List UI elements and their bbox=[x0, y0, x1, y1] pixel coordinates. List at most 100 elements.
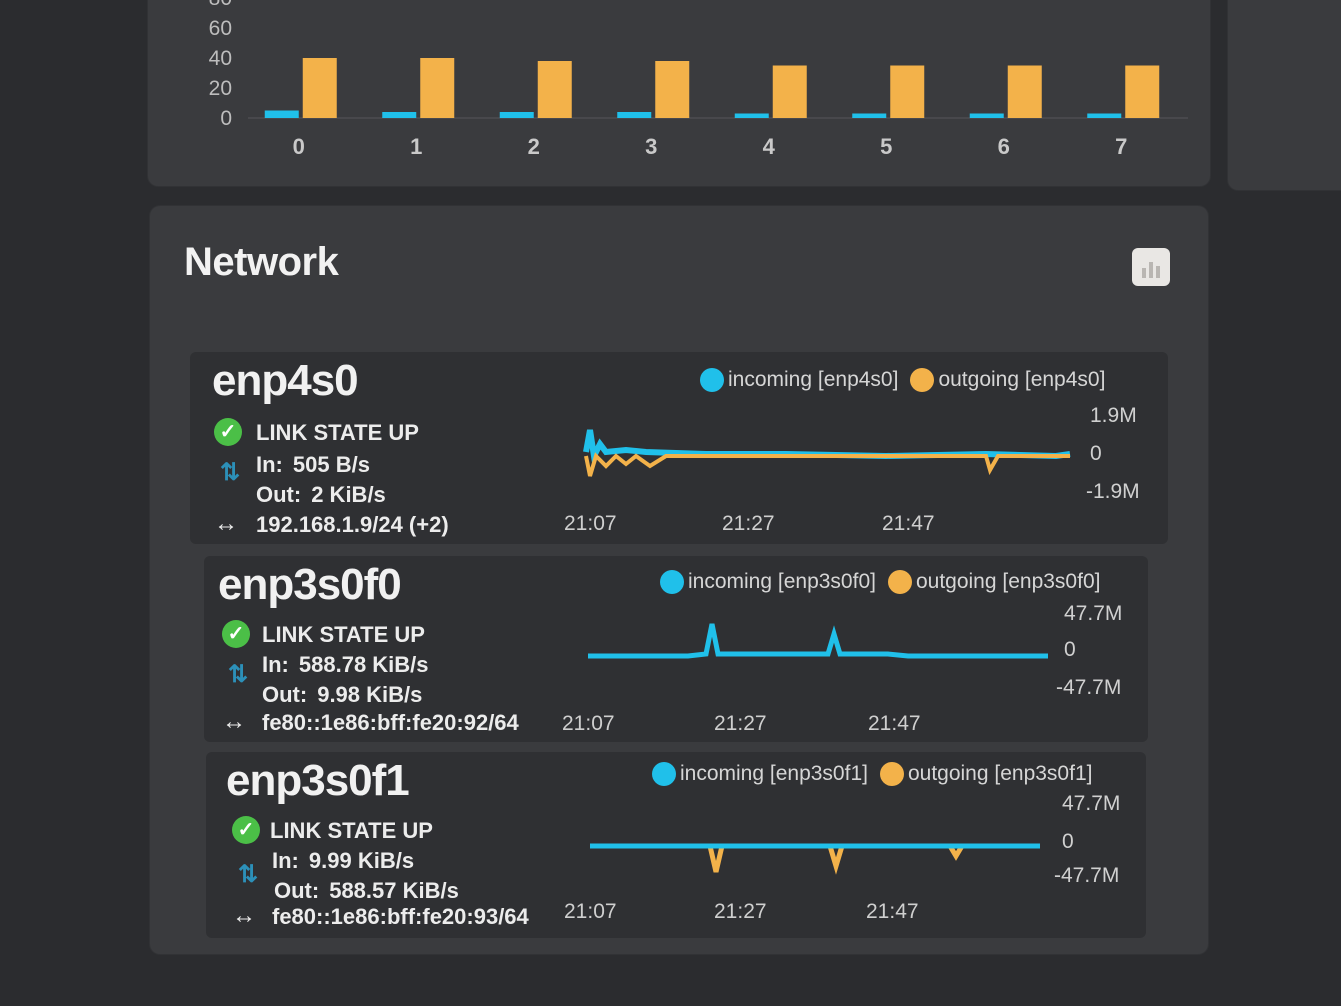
ip-address: 192.168.1.9/24 (+2) bbox=[256, 512, 449, 537]
traffic-sparkline bbox=[588, 623, 1048, 659]
chart-legend[interactable]: incoming [enp3s0f1] outgoing [enp3s0f1] bbox=[640, 762, 1092, 786]
legend-incoming: incoming [enp3s0f1] bbox=[680, 762, 868, 785]
link-state: LINK STATE UP bbox=[270, 818, 433, 843]
interface-name: enp4s0 bbox=[212, 356, 359, 405]
bar-outgoing bbox=[890, 65, 925, 118]
traffic-arrows-icon: ⇅ bbox=[238, 861, 259, 888]
y-tick-label: 40 bbox=[209, 47, 232, 70]
cpu-bar-chart: 0 20 40 60 80 0 1 2 3 4 5 6 7 bbox=[209, 0, 1188, 159]
adjacent-panel bbox=[1228, 0, 1341, 190]
traffic-sparkline bbox=[590, 843, 1040, 875]
traffic-sparkline bbox=[583, 429, 1071, 477]
link-ok-icon: ✓ bbox=[222, 620, 250, 648]
link-ok-icon: ✓ bbox=[232, 816, 260, 844]
x-tick-label: 5 bbox=[880, 134, 892, 159]
time-label: 21:47 bbox=[866, 900, 919, 923]
outgoing-line bbox=[584, 452, 1070, 477]
bar-incoming bbox=[969, 113, 1004, 118]
y-axis-zero: 0 bbox=[1062, 830, 1074, 853]
bar-incoming bbox=[852, 113, 887, 118]
outgoing-line bbox=[590, 843, 1040, 875]
interface-card-enp4s0: enp4s0 ✓ LINK STATE UP ⇅ In: 505 B/s Out:… bbox=[190, 352, 1168, 544]
time-label: 21:07 bbox=[564, 900, 617, 923]
y-axis-zero: 0 bbox=[1064, 638, 1076, 661]
y-axis-max: 47.7M bbox=[1062, 792, 1121, 815]
x-tick-label: 4 bbox=[763, 134, 776, 159]
y-axis-zero: 0 bbox=[1090, 442, 1102, 465]
ip-address: fe80::1e86:bff:fe20:92/64 bbox=[262, 710, 519, 735]
y-tick-label: 80 bbox=[209, 0, 232, 10]
time-label: 21:27 bbox=[722, 512, 775, 535]
traffic-arrows-icon: ⇅ bbox=[220, 459, 241, 486]
legend-outgoing: outgoing [enp3s0f0] bbox=[915, 570, 1101, 593]
outgoing-dot-icon bbox=[887, 570, 912, 594]
y-tick-label: 0 bbox=[220, 107, 232, 130]
outgoing-rate: Out: 588.57 KiB/s bbox=[274, 878, 459, 903]
network-panel: Network enp4s0 ✓ LINK STATE UP ⇅ In: 505 … bbox=[150, 206, 1208, 954]
cpu-panel: 0 20 40 60 80 0 1 2 3 4 5 6 7 bbox=[148, 0, 1210, 186]
legend-incoming: incoming [enp4s0] bbox=[728, 368, 899, 391]
traffic-arrows-icon: ⇅ bbox=[228, 661, 249, 688]
time-label: 21:07 bbox=[562, 712, 615, 735]
y-tick-label: 60 bbox=[209, 17, 232, 40]
outgoing-dot-icon bbox=[910, 368, 935, 392]
ip-address: fe80::1e86:bff:fe20:93/64 bbox=[272, 904, 529, 929]
link-ok-icon: ✓ bbox=[214, 418, 242, 446]
y-axis-max: 1.9M bbox=[1090, 404, 1137, 427]
incoming-dot-icon bbox=[660, 570, 684, 594]
incoming-rate: In: 505 B/s bbox=[256, 452, 370, 477]
address-arrows-icon: ↔ bbox=[214, 510, 238, 537]
incoming-rate: In: 9.99 KiB/s bbox=[272, 848, 415, 873]
interface-card-enp3s0f1: enp3s0f1 ✓ LINK STATE UP ⇅ In: 9.99 KiB/s… bbox=[206, 752, 1146, 938]
chart-legend[interactable]: incoming [enp3s0f0] outgoing [enp3s0f0] bbox=[648, 570, 1100, 594]
interface-name: enp3s0f1 bbox=[226, 756, 410, 805]
x-tick-label: 2 bbox=[528, 134, 540, 159]
bar-incoming bbox=[264, 110, 299, 118]
x-tick-label: 3 bbox=[645, 134, 657, 159]
bar-outgoing bbox=[1007, 65, 1042, 118]
incoming-line bbox=[583, 429, 1071, 466]
bar-chart-icon[interactable] bbox=[1132, 248, 1170, 286]
y-tick-label: 20 bbox=[209, 77, 232, 100]
x-tick-label: 1 bbox=[410, 134, 422, 159]
bar-incoming bbox=[499, 112, 534, 118]
x-tick-label: 7 bbox=[1115, 134, 1127, 159]
incoming-dot-icon bbox=[652, 762, 676, 786]
chart-legend[interactable]: incoming [enp4s0] outgoing [enp4s0] bbox=[688, 368, 1105, 392]
bar-outgoing bbox=[420, 58, 455, 118]
bar-incoming bbox=[1087, 113, 1122, 118]
time-label: 21:27 bbox=[714, 900, 767, 923]
incoming-rate: In: 588.78 KiB/s bbox=[262, 652, 429, 677]
network-title: Network bbox=[184, 240, 339, 284]
y-axis-max: 47.7M bbox=[1064, 602, 1123, 625]
link-state: LINK STATE UP bbox=[262, 622, 425, 647]
legend-outgoing: outgoing [enp3s0f1] bbox=[907, 762, 1093, 785]
bar-outgoing bbox=[772, 65, 807, 118]
incoming-dot-icon bbox=[700, 368, 724, 392]
time-label: 21:07 bbox=[564, 512, 617, 535]
link-state: LINK STATE UP bbox=[256, 420, 419, 445]
address-arrows-icon: ↔ bbox=[222, 708, 246, 735]
legend-incoming: incoming [enp3s0f0] bbox=[688, 570, 876, 593]
outgoing-rate: Out: 2 KiB/s bbox=[256, 482, 386, 507]
time-label: 21:47 bbox=[882, 512, 935, 535]
bar-outgoing bbox=[537, 61, 572, 118]
time-label: 21:27 bbox=[714, 712, 767, 735]
x-tick-label: 0 bbox=[293, 134, 305, 159]
time-label: 21:47 bbox=[868, 712, 921, 735]
interface-card-enp3s0f0: enp3s0f0 ✓ LINK STATE UP ⇅ In: 588.78 KiB… bbox=[204, 556, 1148, 742]
bar-incoming bbox=[734, 113, 769, 118]
legend-outgoing: outgoing [enp4s0] bbox=[938, 368, 1106, 391]
bar-outgoing bbox=[1125, 65, 1160, 118]
bar-incoming bbox=[617, 112, 652, 118]
y-axis-min: -47.7M bbox=[1054, 864, 1120, 887]
outgoing-dot-icon bbox=[879, 762, 904, 786]
y-axis-min: -47.7M bbox=[1056, 676, 1122, 699]
interface-name: enp3s0f0 bbox=[218, 560, 402, 609]
address-arrows-icon: ↔ bbox=[232, 902, 256, 929]
incoming-line bbox=[588, 623, 1048, 659]
outgoing-rate: Out: 9.98 KiB/s bbox=[262, 682, 423, 707]
bar-outgoing bbox=[655, 61, 690, 118]
y-axis-min: -1.9M bbox=[1086, 480, 1140, 503]
x-tick-label: 6 bbox=[998, 134, 1010, 159]
